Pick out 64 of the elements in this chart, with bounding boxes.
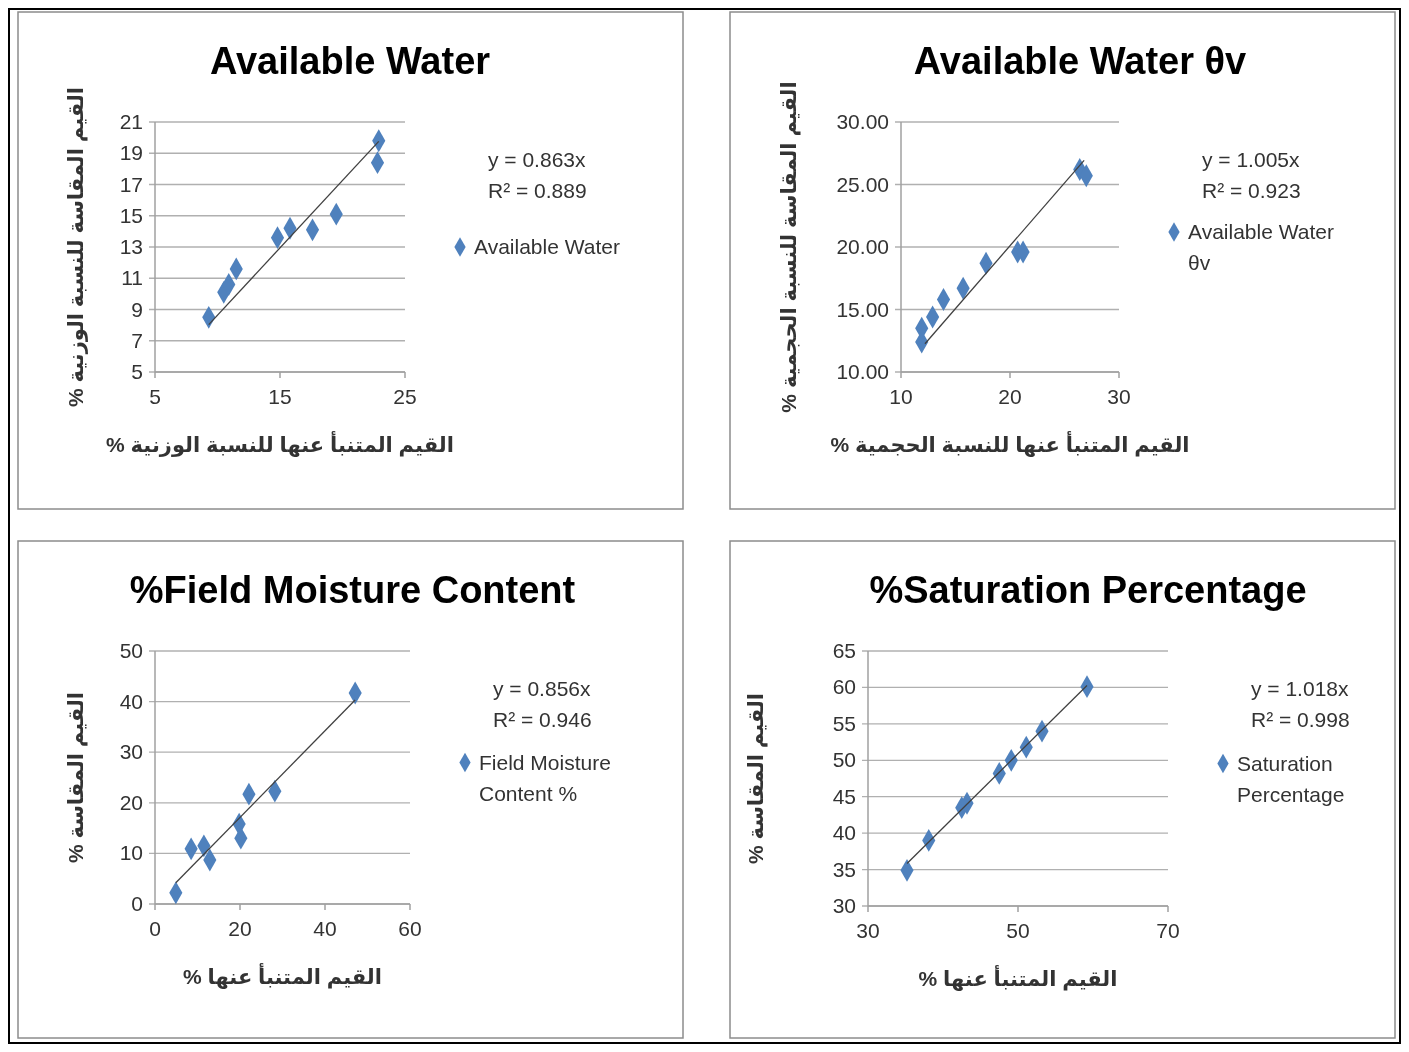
text: R² = 0.923 <box>1202 179 1301 202</box>
legend-label: Field Moisture Content % <box>479 750 611 805</box>
text: R² = 0.946 <box>493 708 592 731</box>
x-axis-title: القيم المتنبأ عنها للنسبة الوزنية % <box>106 430 454 457</box>
y-tick-label: 50 <box>832 748 856 772</box>
x-tick-label: 70 <box>1156 919 1180 942</box>
y-tick-label: 10.00 <box>836 360 889 383</box>
text: y = 0.863x <box>488 148 586 171</box>
x-tick-label: 60 <box>398 917 422 940</box>
y-tick-label: 11 <box>121 266 143 290</box>
y-tick-label: 9 <box>131 297 143 321</box>
chart-title: %Field Moisture Content <box>129 569 576 611</box>
y-tick-label: 40 <box>119 689 143 713</box>
y-tick-label: 13 <box>119 235 143 258</box>
y-tick-label: 65 <box>832 639 856 662</box>
text: R² = 0.889 <box>488 179 587 202</box>
y-tick-label: 17 <box>119 172 143 196</box>
x-tick-label: 15 <box>268 385 292 408</box>
y-tick-label: 20 <box>119 790 143 814</box>
y-tick-label: 20.00 <box>836 235 889 258</box>
x-axis-title: القيم المتنبأ عنها % <box>918 964 1118 991</box>
y-tick-label: 0 <box>131 892 143 915</box>
legend-label: Available Water θv <box>1188 220 1334 274</box>
x-tick-label: 20 <box>998 385 1022 408</box>
y-tick-label: 5 <box>131 360 143 383</box>
y-tick-label: 7 <box>131 328 143 352</box>
legend-label: Available Water <box>474 235 620 258</box>
y-tick-label: 25.00 <box>836 172 889 196</box>
text: y = 1.018x <box>1251 677 1349 700</box>
y-tick-label: 40 <box>832 821 856 845</box>
y-tick-label: 60 <box>832 675 856 699</box>
text: y = 1.005x <box>1202 148 1300 171</box>
y-axis-title: القيم المقاسة للنسبة الوزنية % <box>64 86 88 408</box>
y-tick-label: 35 <box>832 857 856 881</box>
text: y = 0.856x <box>493 677 591 700</box>
y-axis-title: القيم المقاسة % <box>744 692 768 865</box>
y-tick-label: 10 <box>119 841 143 865</box>
y-tick-label: 45 <box>832 784 856 808</box>
x-tick-label: 10 <box>889 385 913 408</box>
legend-label: Saturation Percentage <box>1237 751 1345 806</box>
y-tick-label: 30 <box>119 740 143 764</box>
x-tick-label: 20 <box>228 917 252 940</box>
y-axis-title: القيم المقاسة % <box>64 691 88 864</box>
x-tick-label: 0 <box>149 917 161 940</box>
text: R² = 0.998 <box>1251 708 1350 731</box>
x-tick-label: 40 <box>313 917 337 940</box>
y-tick-label: 30.00 <box>836 110 889 133</box>
y-tick-label: 15 <box>119 203 143 227</box>
y-tick-label: 55 <box>832 711 856 735</box>
chart-title: Available Water θv <box>913 40 1247 82</box>
x-tick-label: 25 <box>393 385 417 408</box>
x-tick-label: 5 <box>149 385 161 408</box>
x-tick-label: 50 <box>1006 919 1030 942</box>
x-axis-title: القيم المتنبأ عنها % <box>183 962 382 989</box>
y-tick-label: 50 <box>119 639 143 662</box>
x-axis-title: القيم المتنبأ عنها للنسبة الحجمية % <box>830 430 1190 457</box>
chart-title: Available Water <box>209 40 491 82</box>
y-tick-label: 19 <box>119 141 143 165</box>
y-tick-label: 15.00 <box>836 297 889 321</box>
y-axis-title: القيم المقاسة للنسبة الحجمية % <box>777 81 801 413</box>
chart-title: %Saturation Percentage <box>869 569 1307 611</box>
y-tick-label: 30 <box>832 894 856 917</box>
x-tick-label: 30 <box>1107 385 1131 408</box>
y-tick-label: 21 <box>119 110 143 133</box>
